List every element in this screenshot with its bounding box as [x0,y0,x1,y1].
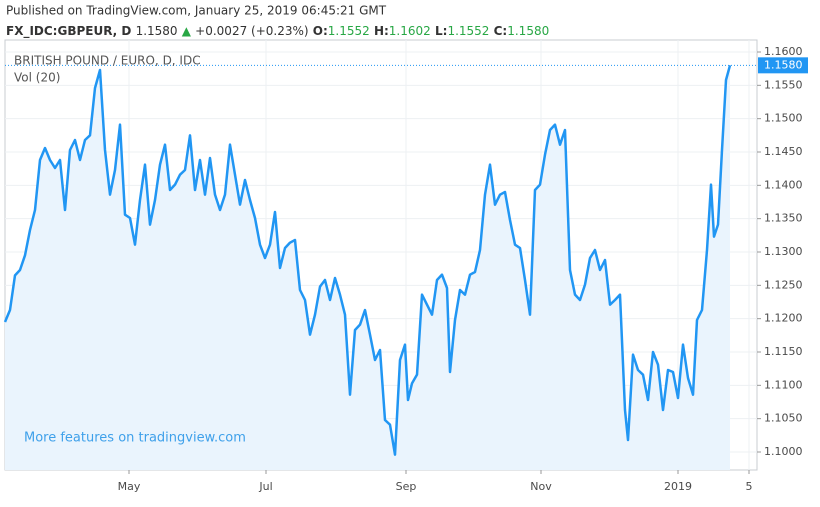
h-label: H: [374,24,389,38]
quote-line: FX_IDC:GBPEUR, D 1.1580 ▲ +0.0027 (+0.23… [6,24,549,39]
y-tick-label: 1.1400 [764,178,803,191]
y-tick-label: 1.1550 [764,78,803,91]
chart-title: BRITISH POUND / EURO, D, IDC [14,54,201,68]
x-tick-label: 2019 [664,480,692,493]
y-tick-label: 1.1050 [764,412,803,425]
y-tick-label: 1.1250 [764,278,803,291]
y-tick-label: 1.1200 [764,312,803,325]
change: +0.0027 (+0.23%) [195,24,308,38]
x-tick-label: 5 [746,480,753,493]
l: 1.1552 [447,24,489,38]
line [3,65,732,456]
o-label: O: [313,24,328,38]
y-tick-label: 1.1100 [764,378,803,391]
y-tick-label: 1.1600 [764,45,803,58]
c-label: C: [494,24,508,38]
c: 1.1580 [507,24,549,38]
o: 1.1552 [328,24,370,38]
symbol: FX_IDC:GBPEUR, D [6,24,131,39]
h: 1.1602 [389,24,431,38]
y-tick-label: 1.1350 [764,212,803,225]
l-label: L: [435,24,447,38]
y-tick-label: 1.1000 [764,445,803,458]
x-tick-label: Nov [530,480,552,493]
last-price-label: 1.1580 [764,58,803,71]
y-tick-label: 1.1450 [764,145,803,158]
y-tick-label: 1.1500 [764,112,803,125]
x-tick-label: Sep [396,480,417,493]
x-tick-label: Jul [258,480,272,493]
published: Published on TradingView.com, January 25… [6,4,387,18]
last: 1.1580 [136,24,178,38]
y-tick-label: 1.1300 [764,245,803,258]
watermark: More features on tradingview.com [24,431,246,446]
x-tick-label: May [118,480,141,493]
arrow: ▲ [182,24,192,38]
y-tick-label: 1.1150 [764,345,803,358]
last-price-tag [758,57,808,74]
indicator: Vol (20) [14,71,60,85]
